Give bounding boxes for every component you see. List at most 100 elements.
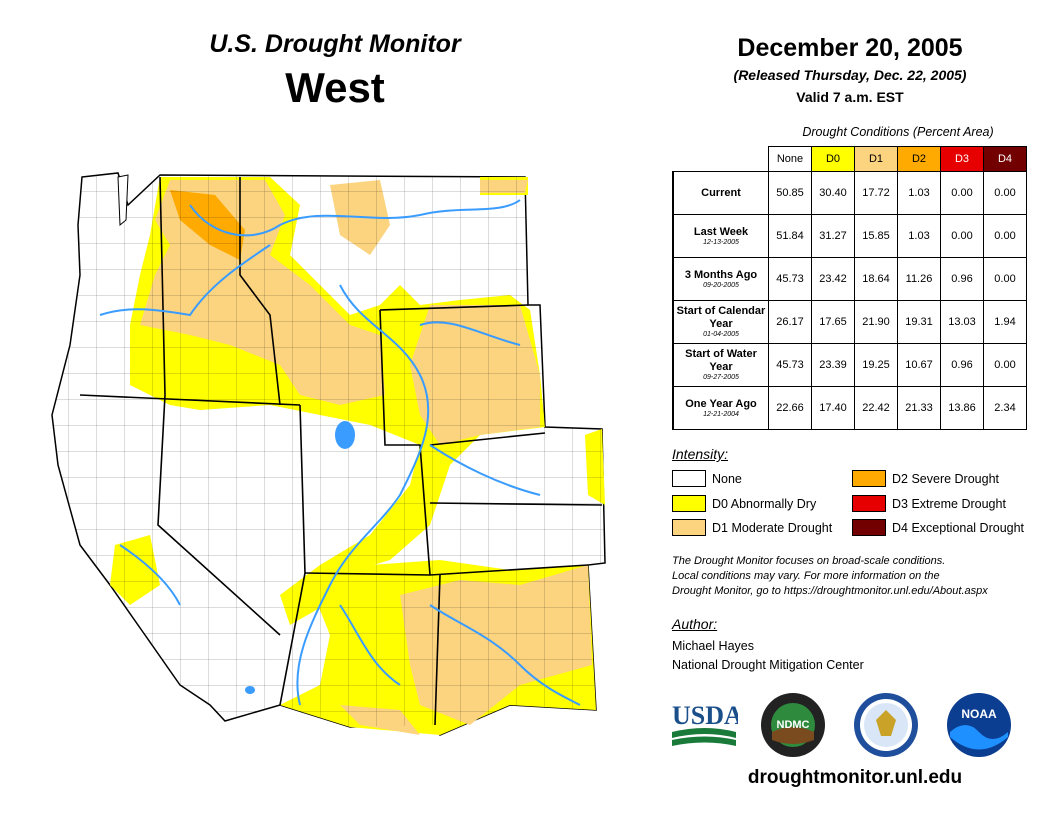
row-date: 09-20-2005 bbox=[703, 281, 739, 289]
col-d4: D4 bbox=[983, 146, 1027, 172]
row-date: 12-13-2005 bbox=[703, 238, 739, 246]
noaa-logo: NOAA bbox=[947, 693, 1011, 757]
cell-value: 0.00 bbox=[983, 257, 1027, 301]
cell-value: 22.66 bbox=[768, 386, 812, 430]
cell-value: 1.03 bbox=[897, 214, 941, 258]
cell-value: 21.90 bbox=[854, 300, 898, 344]
cell-value: 26.17 bbox=[768, 300, 812, 344]
rivers bbox=[99, 199, 581, 706]
legend-label: D0 Abnormally Dry bbox=[712, 496, 817, 511]
cell-value: 30.40 bbox=[811, 171, 855, 215]
cell-value: 0.00 bbox=[983, 343, 1027, 387]
region-title: West bbox=[285, 64, 385, 111]
cell-value: 1.94 bbox=[983, 300, 1027, 344]
legend-swatch bbox=[852, 519, 886, 536]
note-line: The Drought Monitor focuses on broad-sca… bbox=[672, 555, 946, 567]
cell-value: 17.65 bbox=[811, 300, 855, 344]
note-line: Drought Monitor, go to https://droughtmo… bbox=[672, 585, 988, 597]
row-label-text: Start of Water Year bbox=[685, 348, 757, 373]
legend-label: D3 Extreme Drought bbox=[892, 496, 1006, 511]
cell-value: 15.85 bbox=[854, 214, 898, 258]
svg-text:NOAA: NOAA bbox=[961, 707, 997, 721]
cell-value: 19.25 bbox=[854, 343, 898, 387]
monitor-note: The Drought Monitor focuses on broad-sca… bbox=[672, 554, 1042, 599]
cell-value: 19.31 bbox=[897, 300, 941, 344]
cell-value: 0.96 bbox=[940, 257, 984, 301]
table-row: One Year Ago 12-21-2004 22.66 17.40 22.42 21.… bbox=[672, 386, 1027, 430]
author-heading: Author: bbox=[672, 616, 718, 632]
map-date: December 20, 2005 bbox=[737, 34, 963, 62]
note-line: Local conditions may vary. For more info… bbox=[672, 570, 940, 582]
release-date: (Released Thursday, Dec. 22, 2005) bbox=[733, 67, 967, 83]
table-row: Start of Water Year 09-27-2005 45.73 23.39 1… bbox=[672, 343, 1027, 387]
table-row: 3 Months Ago 09-20-2005 45.73 23.42 18.64 11.… bbox=[672, 257, 1027, 301]
row-label: Start of Calendar Year 01-04-2005 bbox=[672, 300, 769, 344]
table-row: Start of Calendar Year 01-04-2005 26.17 17.… bbox=[672, 300, 1027, 344]
cell-value: 51.84 bbox=[768, 214, 812, 258]
cell-value: 50.85 bbox=[768, 171, 812, 215]
legend-item: D4 Exceptional Drought bbox=[852, 519, 1024, 536]
cell-value: 2.34 bbox=[983, 386, 1027, 430]
legend-swatch bbox=[672, 470, 706, 487]
table-corner bbox=[673, 147, 769, 172]
row-date: 12-21-2004 bbox=[703, 410, 739, 418]
col-d0: D0 bbox=[811, 146, 855, 172]
usda-logo: USDA bbox=[672, 701, 738, 746]
row-label: Start of Water Year 09-27-2005 bbox=[672, 343, 769, 387]
row-label-text: Start of Calendar Year bbox=[676, 305, 766, 330]
cell-value: 1.03 bbox=[897, 171, 941, 215]
cell-value: 0.00 bbox=[940, 214, 984, 258]
legend-swatch bbox=[852, 495, 886, 512]
legend-item: None bbox=[672, 470, 742, 487]
cell-value: 0.00 bbox=[983, 214, 1027, 258]
row-label: Current bbox=[672, 171, 769, 215]
salton-sea bbox=[245, 686, 255, 694]
cell-value: 22.42 bbox=[854, 386, 898, 430]
row-label: Last Week 12-13-2005 bbox=[672, 214, 769, 258]
map-title: U.S. Drought Monitor bbox=[209, 30, 461, 58]
cell-value: 17.72 bbox=[854, 171, 898, 215]
website-link[interactable]: droughtmonitor.unl.edu bbox=[747, 767, 963, 788]
commerce-seal-logo bbox=[854, 693, 918, 757]
cell-value: 0.96 bbox=[940, 343, 984, 387]
row-date: 01-04-2005 bbox=[703, 331, 739, 338]
author-name: Michael Hayes bbox=[672, 639, 754, 653]
col-d1: D1 bbox=[854, 146, 898, 172]
cell-value: 11.26 bbox=[897, 257, 941, 301]
author-org: National Drought Mitigation Center bbox=[672, 658, 864, 672]
legend-item: D2 Severe Drought bbox=[852, 470, 999, 487]
legend-heading: Intensity: bbox=[672, 446, 729, 462]
cell-value: 23.42 bbox=[811, 257, 855, 301]
col-none: None bbox=[768, 146, 812, 172]
cell-value: 17.40 bbox=[811, 386, 855, 430]
cell-value: 0.00 bbox=[940, 171, 984, 215]
legend-item: D3 Extreme Drought bbox=[852, 495, 1006, 512]
cell-value: 31.27 bbox=[811, 214, 855, 258]
legend-label: D4 Exceptional Drought bbox=[892, 520, 1025, 535]
legend-swatch bbox=[672, 519, 706, 536]
legend-label: D2 Severe Drought bbox=[892, 471, 1000, 486]
row-label-text: Current bbox=[701, 186, 741, 199]
cell-value: 10.67 bbox=[897, 343, 941, 387]
cell-value: 23.39 bbox=[811, 343, 855, 387]
row-label: 3 Months Ago 09-20-2005 bbox=[672, 257, 769, 301]
ndmc-logo: NDMC bbox=[761, 693, 825, 757]
drought-conditions-table: None D0 D1 D2 D3 D4 Current 50.85 30.40 17.… bbox=[672, 146, 1027, 430]
row-date: 09-27-2005 bbox=[703, 374, 739, 381]
table-row: Current 50.85 30.40 17.72 1.03 0.00 0.00 bbox=[672, 171, 1027, 215]
cell-value: 13.86 bbox=[940, 386, 984, 430]
great-salt-lake bbox=[335, 421, 355, 449]
row-label-text: Last Week bbox=[693, 225, 749, 238]
col-d2: D2 bbox=[897, 146, 941, 172]
legend-swatch bbox=[672, 495, 706, 512]
table-header-row: None D0 D1 D2 D3 D4 bbox=[673, 146, 1027, 172]
table-caption: Drought Conditions (Percent Area) bbox=[802, 125, 994, 139]
legend-swatch bbox=[852, 470, 886, 487]
legend-label: None bbox=[712, 471, 742, 486]
row-label-text: One Year Ago bbox=[685, 397, 757, 410]
cell-value: 45.73 bbox=[768, 257, 812, 301]
puget-sound bbox=[117, 174, 129, 227]
col-d3: D3 bbox=[940, 146, 984, 172]
cell-value: 45.73 bbox=[768, 343, 812, 387]
table-row: Last Week 12-13-2005 51.84 31.27 15.85 1.03 0.… bbox=[672, 214, 1027, 258]
